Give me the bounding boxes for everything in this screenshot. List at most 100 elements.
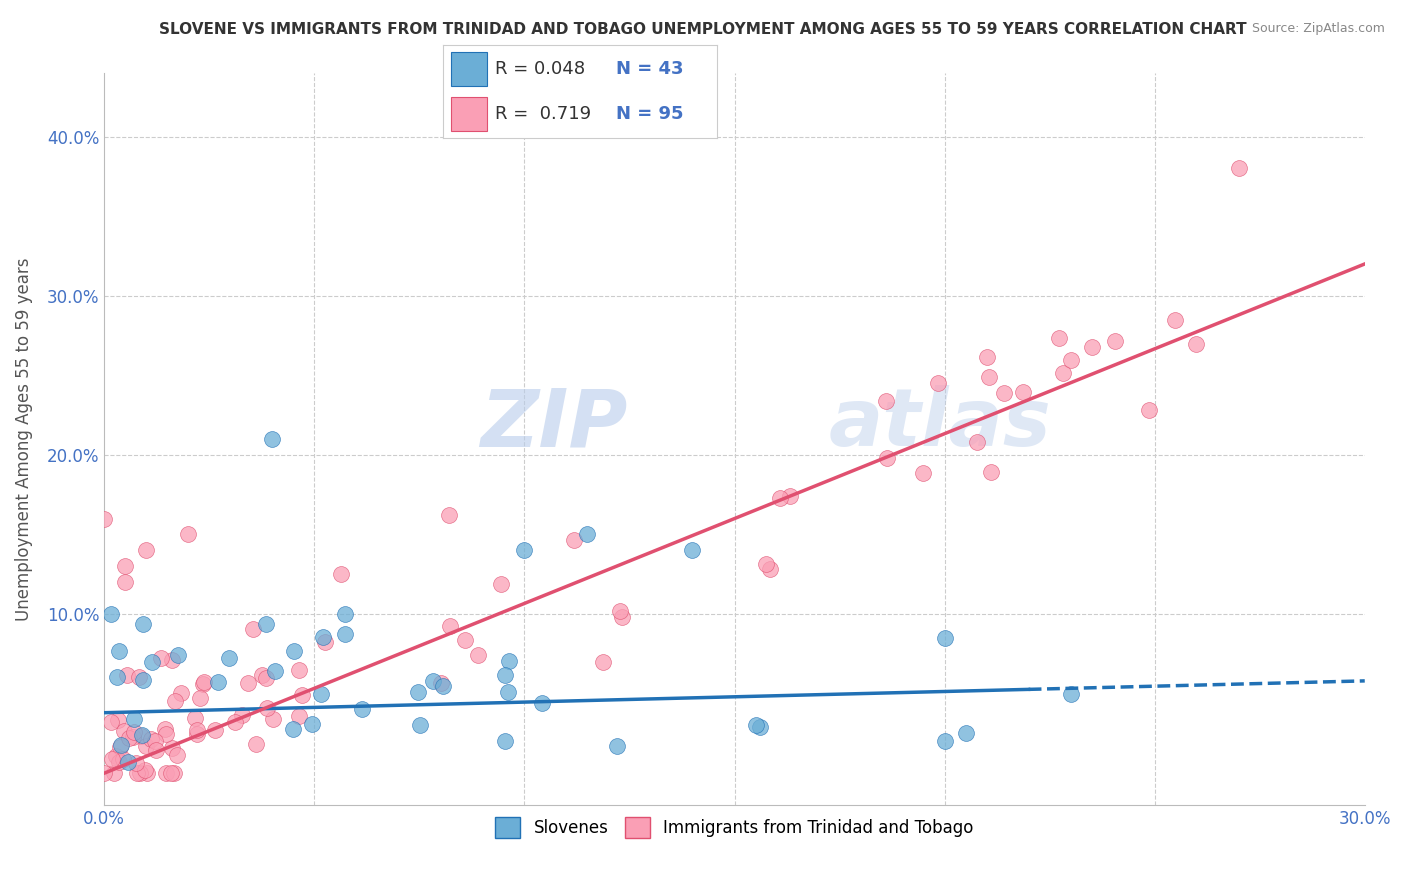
- Point: [107, 644, 129, 658]
- Point: [576, 527, 599, 541]
- Point: [135, 543, 157, 558]
- Point: [117, 668, 139, 682]
- Point: [136, 766, 159, 780]
- Point: [100, 714, 122, 729]
- Point: [333, 607, 356, 621]
- Point: [1047, 331, 1070, 345]
- Point: [875, 393, 897, 408]
- Point: [114, 575, 136, 590]
- Point: [160, 766, 183, 780]
- Point: [150, 650, 173, 665]
- Point: [108, 755, 131, 769]
- Point: [612, 610, 634, 624]
- Point: [153, 723, 176, 737]
- Point: [118, 731, 141, 745]
- Point: [224, 715, 246, 730]
- Point: [1104, 334, 1126, 349]
- Point: [131, 617, 153, 632]
- Bar: [451, 97, 486, 131]
- Point: [288, 709, 311, 723]
- Point: [301, 717, 323, 731]
- Point: [755, 557, 778, 571]
- Point: [163, 694, 186, 708]
- Point: [141, 731, 163, 746]
- Point: [1059, 687, 1081, 701]
- Point: [145, 743, 167, 757]
- Point: [976, 350, 998, 364]
- Point: [100, 607, 122, 621]
- Point: [467, 648, 489, 663]
- Y-axis label: Unemployment Among Ages 55 to 59 years: Unemployment Among Ages 55 to 59 years: [15, 257, 32, 621]
- Point: [184, 710, 207, 724]
- Point: [112, 723, 135, 738]
- Point: [122, 712, 145, 726]
- Point: [592, 655, 614, 669]
- Point: [333, 627, 356, 641]
- Text: R = 0.048: R = 0.048: [495, 60, 585, 78]
- Text: Source: ZipAtlas.com: Source: ZipAtlas.com: [1251, 22, 1385, 36]
- Point: [1163, 312, 1185, 326]
- Point: [758, 562, 780, 576]
- Point: [430, 676, 453, 690]
- Point: [141, 655, 163, 669]
- Point: [934, 734, 956, 748]
- Point: [125, 756, 148, 771]
- Point: [193, 674, 215, 689]
- Point: [993, 386, 1015, 401]
- Point: [1184, 337, 1206, 351]
- Text: ZIP: ZIP: [479, 385, 627, 463]
- Point: [980, 466, 1002, 480]
- Point: [291, 689, 314, 703]
- Point: [160, 740, 183, 755]
- Point: [262, 712, 284, 726]
- Point: [330, 567, 353, 582]
- Point: [489, 577, 512, 591]
- Point: [281, 722, 304, 736]
- Point: [682, 543, 704, 558]
- Point: [432, 679, 454, 693]
- Point: [439, 619, 461, 633]
- Point: [609, 604, 631, 618]
- Point: [1012, 384, 1035, 399]
- Point: [283, 644, 305, 658]
- Point: [110, 738, 132, 752]
- Point: [494, 734, 516, 748]
- Point: [264, 664, 287, 678]
- Point: [108, 739, 131, 754]
- Point: [128, 766, 150, 780]
- Point: [167, 648, 190, 662]
- Point: [170, 686, 193, 700]
- Point: [927, 376, 949, 390]
- Point: [454, 633, 477, 648]
- Point: [218, 651, 240, 665]
- Point: [107, 713, 129, 727]
- Point: [135, 739, 157, 753]
- Point: [128, 670, 150, 684]
- Point: [314, 635, 336, 649]
- Point: [1060, 352, 1083, 367]
- Point: [513, 543, 536, 558]
- Point: [186, 723, 208, 737]
- Text: atlas: atlas: [830, 385, 1052, 463]
- Point: [406, 685, 429, 699]
- Point: [749, 720, 772, 734]
- Text: N = 43: N = 43: [616, 60, 683, 78]
- Point: [744, 718, 766, 732]
- Point: [409, 718, 432, 732]
- Point: [530, 696, 553, 710]
- Point: [498, 655, 520, 669]
- Point: [122, 725, 145, 739]
- Point: [166, 747, 188, 762]
- Point: [207, 675, 229, 690]
- Point: [186, 726, 208, 740]
- Point: [562, 533, 585, 548]
- Point: [966, 435, 988, 450]
- Point: [242, 622, 264, 636]
- Point: [132, 673, 155, 687]
- Point: [131, 728, 153, 742]
- Point: [103, 766, 125, 780]
- Point: [125, 766, 148, 780]
- Point: [439, 508, 461, 522]
- Point: [134, 763, 156, 777]
- Text: N = 95: N = 95: [616, 105, 683, 123]
